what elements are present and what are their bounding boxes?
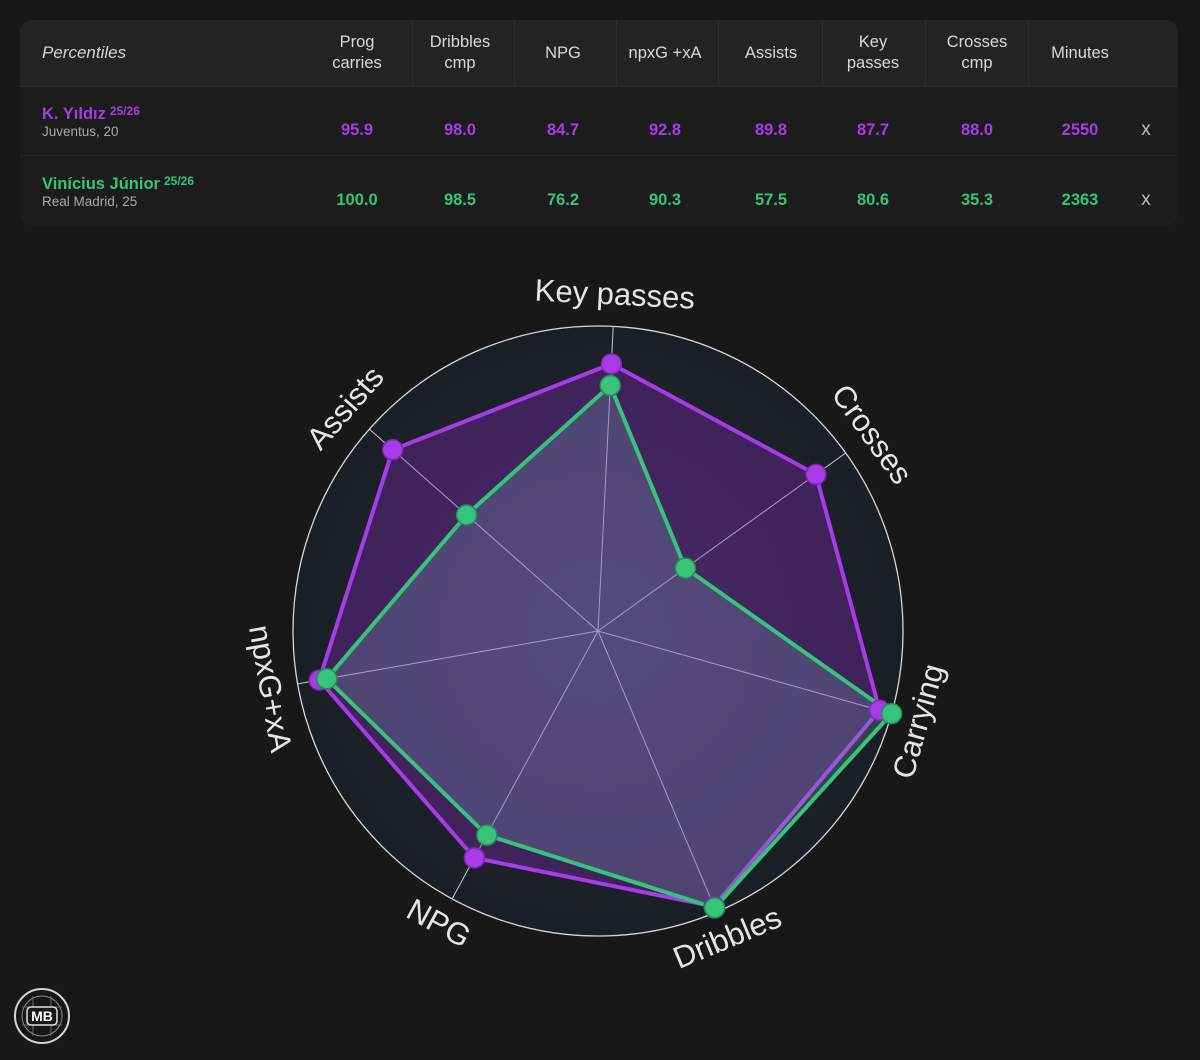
column-separator: [616, 20, 617, 86]
data-point[interactable]: [703, 897, 726, 919]
stat-value: 80.6: [856, 191, 890, 209]
data-point[interactable]: [476, 824, 498, 846]
mb-badge-icon: MB: [13, 987, 71, 1045]
data-point[interactable]: [805, 463, 827, 486]
player-name-text: K. Yıldız: [42, 105, 106, 123]
radar-spoke: [451, 630, 599, 900]
column-separator: [514, 20, 515, 86]
stat-value: 2363: [1061, 191, 1099, 209]
data-point[interactable]: [703, 895, 725, 918]
data-point[interactable]: [308, 669, 331, 691]
data-point[interactable]: [868, 699, 891, 722]
radar-background: [292, 325, 904, 937]
stat-value: 88.0: [960, 121, 994, 139]
radar-spoke: [297, 630, 599, 685]
series-polygon: [324, 383, 894, 910]
data-point[interactable]: [880, 702, 903, 725]
axis-label: Dribbles: [668, 899, 786, 975]
stat-value: 98.0: [443, 121, 477, 139]
stat-value: 92.8: [648, 121, 682, 139]
column-header[interactable]: Minutes: [1051, 43, 1109, 62]
radar-spoke: [369, 428, 599, 632]
stat-value: 35.3: [960, 191, 994, 209]
data-point[interactable]: [600, 353, 623, 375]
axis-label: Assists: [300, 359, 391, 456]
column-separator: [412, 20, 413, 86]
radar-spoke: [597, 452, 846, 632]
data-point[interactable]: [463, 847, 486, 869]
column-header[interactable]: Crosses cmp: [946, 33, 1008, 72]
logo-text: MB: [31, 1008, 53, 1024]
data-point[interactable]: [381, 438, 404, 461]
stat-value: 57.5: [754, 191, 788, 209]
radar-spoke: [597, 326, 614, 632]
stat-value: 89.8: [754, 121, 788, 139]
player-season: 25/26: [163, 174, 195, 188]
radar-spoke: [597, 630, 717, 913]
axis-label: Key passes: [534, 273, 696, 316]
column-separator: [925, 20, 926, 86]
data-point[interactable]: [455, 504, 478, 526]
column-separator: [822, 20, 823, 86]
player-club-age: Real Madrid, 25: [42, 194, 138, 209]
radar-spoke: [597, 630, 892, 715]
stat-value: 76.2: [546, 191, 580, 209]
column-header[interactable]: Dribbles cmp: [429, 33, 491, 72]
column-separator: [1028, 20, 1029, 86]
remove-player-button[interactable]: x: [1141, 119, 1151, 140]
stat-value: 100.0: [336, 191, 378, 209]
column-header[interactable]: Assists: [744, 43, 798, 62]
player-season: 25/26: [109, 104, 140, 118]
axis-label: npxG+xA: [242, 622, 299, 755]
player-club-age: Juventus, 20: [42, 124, 119, 139]
stat-value: 90.3: [648, 191, 682, 209]
data-point[interactable]: [316, 668, 338, 690]
axis-label: NPG: [401, 892, 477, 955]
column-header[interactable]: NPG: [545, 43, 581, 62]
stat-value: 95.9: [340, 121, 374, 139]
table-header: Percentiles Prog carries Dribbles cmp NPG n…: [20, 20, 1178, 87]
series-polygon: [317, 361, 882, 909]
stat-value: 98.5: [443, 191, 477, 209]
axis-label: Crosses: [825, 378, 920, 491]
data-point[interactable]: [674, 557, 697, 579]
column-header[interactable]: Key passes: [846, 33, 900, 72]
data-point[interactable]: [599, 374, 622, 397]
stat-value: 87.7: [856, 121, 890, 139]
axis-label: Carrying: [886, 660, 951, 782]
player-name-text: Vinícius Júnior: [42, 175, 160, 193]
percentiles-label: Percentiles: [42, 43, 127, 62]
stat-value: 84.7: [546, 121, 580, 139]
column-header[interactable]: npxG +xA: [628, 43, 702, 62]
comparison-table: Percentiles Prog carries Dribbles cmp NPG n…: [20, 20, 1178, 226]
player-name: Vinícius Júnior 25/26: [42, 174, 194, 194]
player-name: K. Yıldız 25/26: [42, 104, 140, 124]
column-separator: [718, 20, 719, 86]
remove-player-button[interactable]: x: [1141, 189, 1151, 210]
stat-value: 2550: [1061, 121, 1099, 139]
column-header[interactable]: Prog carries: [332, 33, 382, 72]
row-divider: [20, 155, 1178, 156]
